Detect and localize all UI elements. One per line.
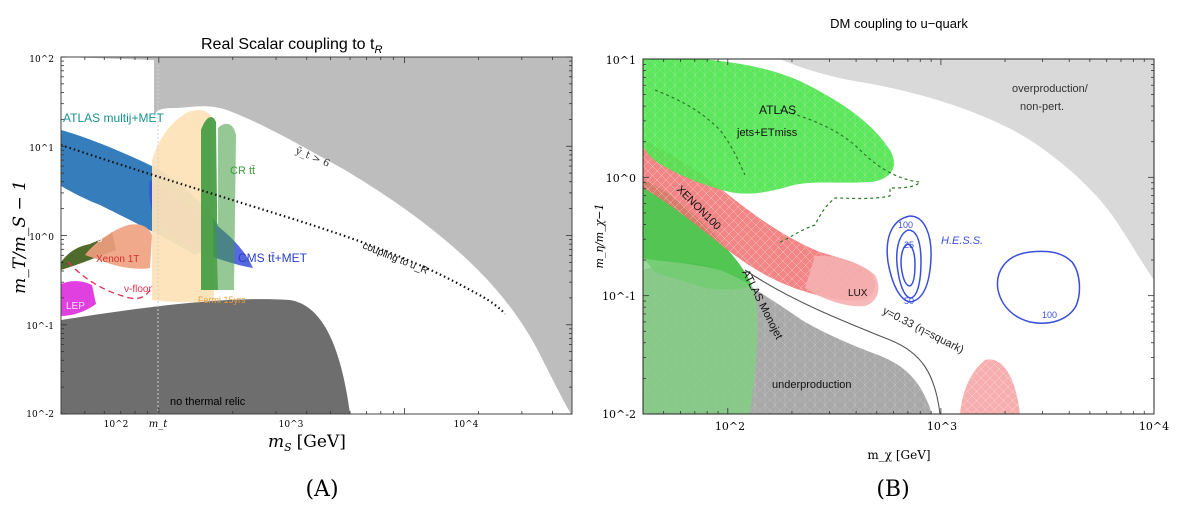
plot-b-frame (642, 58, 1155, 415)
chart-a-title: Real Scalar coupling to tR (201, 36, 382, 56)
xtick-b-0: 10^2 (715, 420, 745, 433)
xtick-a-mt: m_t (149, 419, 168, 430)
ytick-a-3: 10^-1 (26, 322, 54, 332)
region-cr-tt (201, 116, 218, 291)
xtick-a-1: 10^3 (279, 420, 304, 430)
label-hess-100-b: 100 (1042, 310, 1057, 320)
atlas-jets-mesh (643, 59, 894, 194)
label-hess-100-a: 100 (898, 220, 913, 230)
region-lux (805, 255, 879, 307)
region-xenon-1t (85, 224, 152, 269)
chart-b-ylabel: m_η/m_χ−1 (593, 203, 606, 268)
ytick-b-0: 10^1 (606, 54, 636, 67)
panel-b-label: (B) (876, 477, 909, 502)
label-underproduction: underproduction (772, 379, 852, 391)
region-no-thermal-relic (61, 299, 350, 414)
xtick-a-0: 10^2 (104, 420, 129, 430)
curve-y033 (744, 269, 941, 414)
axis-a-ticks (60, 56, 572, 415)
label-hess: H.E.S.S. (941, 235, 983, 247)
curve-nu-floor (67, 261, 153, 300)
chart-a-ylabel: m_T/m_S − 1 (10, 180, 30, 294)
curve-atlas-jets-dotted (654, 89, 922, 243)
ytick-a-2: 10^0 (29, 233, 54, 243)
label-hess-25: 25 (904, 240, 914, 250)
contour-hess-50 (896, 229, 922, 299)
label-non-pert: non-pert. (1020, 101, 1064, 113)
panel-a-label: (A) (305, 477, 338, 502)
region-fermi-15yrs (152, 110, 214, 303)
label-cr-tt: CR tt̄ (230, 165, 255, 177)
label-no-thermal-relic: no thermal relic (170, 396, 246, 408)
xtick-a-2: 10^4 (454, 420, 479, 430)
region-lep (61, 281, 96, 316)
ytick-b-1: 10^0 (606, 172, 636, 185)
xtick-b-2: 10^4 (1139, 420, 1169, 433)
panel-b: ATLAS jets+ETmiss XENON100 LUX ATLAS Mon… (593, 16, 1169, 502)
label-nu-floor: ν-floor (124, 284, 152, 295)
label-cms-ttmet: CMS tt̄+MET (238, 251, 308, 265)
axis-b-ticks (642, 58, 1155, 415)
region-a-upper-gray (61, 57, 572, 414)
contour-hess-25 (900, 243, 916, 287)
label-atlas: ATLAS (759, 103, 796, 117)
label-fermi-gg: Fermi gg (63, 232, 102, 243)
ytick-a-0: 10^2 (29, 55, 54, 65)
label-jets-etmiss: jets+ETmiss (736, 127, 798, 139)
ytick-b-2: 10^-1 (602, 290, 636, 303)
contour-hess-100-left (886, 215, 932, 303)
label-lep: LEP (66, 301, 85, 312)
ytick-a-4: 10^-2 (26, 410, 54, 420)
ytick-a-1: 10^1 (29, 144, 54, 154)
region-overproduction (780, 59, 1154, 280)
label-overproduction: overproduction/ (1012, 83, 1089, 95)
region-atlas-monojet-lower (643, 258, 758, 414)
chart-a-xlabel: mS [GeV] (268, 432, 346, 454)
label-hess-50: 50 (904, 296, 914, 306)
label-xenon-1t: Xenon 1T (96, 254, 139, 265)
ytick-b-3: 10^-2 (602, 408, 636, 421)
label-fermi-15yrs: Fermi 15yrs (198, 295, 246, 305)
region-cr-tt-right (218, 123, 236, 290)
chart-b-xlabel: m_χ [GeV] (867, 448, 930, 462)
xtick-b-1: 10^3 (927, 420, 957, 433)
panel-a: ATLAS multij+MET CMS tt̄+MET CR tt̄ Ferm… (10, 36, 573, 502)
label-lux: LUX (848, 288, 868, 299)
chart-b-title: DM coupling to u−quark (830, 16, 968, 31)
contour-hess-100-right (996, 250, 1081, 324)
label-atlas-multij-met: ATLAS multij+MET (63, 111, 164, 125)
lux-bottom-mesh (960, 359, 1020, 414)
